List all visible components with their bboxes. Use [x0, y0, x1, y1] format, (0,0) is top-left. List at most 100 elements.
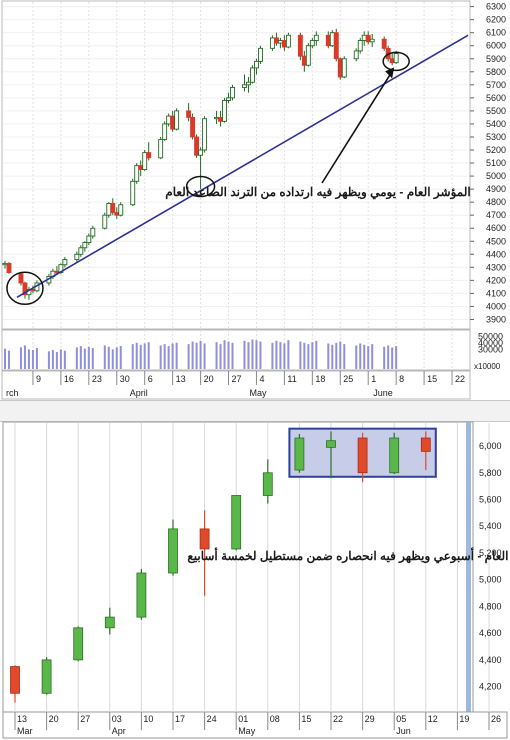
weekly-x-tick-label: 24 — [207, 714, 217, 724]
weekly-y-tick-label: 5,200 — [479, 548, 502, 558]
daily-volume-bar — [335, 342, 338, 369]
daily-volume-bar — [187, 344, 190, 369]
weekly-candle-body — [104, 616, 115, 629]
daily-candle-body — [285, 34, 291, 48]
weekly-x-tick-label: 27 — [80, 714, 90, 724]
daily-volume-bar — [115, 347, 118, 369]
weekly-y-tick-label: 4,200 — [479, 682, 502, 692]
daily-volume-bar — [367, 346, 370, 369]
daily-volume-bar — [35, 348, 38, 369]
daily-y-tick-label: 4800 — [486, 197, 506, 207]
daily-volume-bar — [103, 345, 106, 369]
daily-candle-body — [222, 100, 227, 122]
weekly-x-tick-label: 10 — [143, 714, 153, 724]
daily-volume-unit: x10000 — [474, 362, 501, 371]
daily-volume-bar — [299, 341, 302, 369]
daily-candle-body — [353, 50, 359, 60]
daily-volume-bar — [139, 344, 142, 369]
daily-plot-frame — [1, 0, 471, 330]
weekly-right-scrollbar[interactable] — [466, 422, 471, 712]
daily-candle-body — [74, 253, 80, 260]
daily-month-label: rch — [6, 388, 19, 398]
daily-volume-bar — [247, 342, 250, 369]
daily-x-tick-label: 20 — [204, 374, 214, 384]
daily-volume-bar — [275, 340, 278, 369]
daily-volume-bar — [195, 342, 198, 369]
daily-volume-bar — [199, 340, 202, 369]
weekly-x-tick-label: 08 — [270, 714, 280, 724]
daily-annotation-arrowhead — [385, 67, 395, 79]
daily-candle-body — [309, 40, 315, 47]
daily-candle-body — [110, 203, 116, 214]
daily-volume-bar — [87, 346, 90, 369]
daily-y-tick-label: 6200 — [486, 15, 506, 25]
weekly-x-tick-label: 20 — [49, 714, 59, 724]
daily-candle-body — [130, 180, 136, 206]
daily-annotations — [6, 34, 469, 305]
daily-candle-body — [301, 55, 307, 66]
daily-highlight-circle — [6, 271, 44, 305]
weekly-x-tick-label: 19 — [459, 714, 469, 724]
daily-volume-bar — [227, 341, 230, 369]
daily-candle-body — [242, 84, 247, 88]
daily-volume-bar — [243, 340, 246, 369]
weekly-y-tick-label: 5,600 — [479, 495, 502, 505]
weekly-candle-body — [231, 495, 242, 550]
daily-x-tick-label: 11 — [287, 374, 296, 384]
daily-volume-bar — [371, 344, 374, 369]
daily-candle-body — [218, 116, 223, 122]
daily-x-tick-label: 30 — [120, 374, 130, 384]
daily-volume-bar — [279, 342, 282, 369]
weekly-candle-body — [357, 437, 368, 474]
weekly-month-label: Jun — [396, 726, 411, 736]
daily-candle-body — [257, 47, 263, 62]
daily-candle-body — [102, 214, 108, 229]
daily-candle-body — [214, 116, 219, 120]
daily-month-label: June — [373, 388, 393, 398]
daily-candle-body — [62, 259, 68, 266]
daily-volume-bar — [255, 340, 258, 369]
daily-volume-bar — [343, 344, 346, 369]
daily-volume-bar — [395, 346, 398, 369]
weekly-candle-body — [41, 659, 52, 694]
weekly-chart: 4,200 4,400 4,600 4,800 5,000 5,200 5,400 5,600… — [2, 421, 510, 739]
daily-y-tick-label: 4400 — [486, 249, 506, 259]
daily-candle-body — [325, 34, 331, 47]
weekly-x-tick-label: 01 — [238, 714, 248, 724]
daily-volume-bar — [59, 349, 62, 369]
daily-month-label: April — [130, 388, 148, 398]
daily-volume-bar — [307, 344, 310, 369]
daily-volume-bar — [303, 342, 306, 369]
daily-x-tick-label: 6 — [148, 374, 153, 384]
daily-candle-body — [54, 270, 60, 274]
daily-volume-bar — [215, 342, 218, 369]
daily-volume-bar — [219, 344, 222, 369]
daily-candle-body — [277, 40, 283, 44]
daily-candle-body — [230, 86, 235, 99]
weekly-x-tick-label: 03 — [112, 714, 122, 724]
weekly-candle-body — [420, 437, 431, 452]
daily-volume-bar — [391, 347, 394, 369]
weekly-x-tick-label: 22 — [333, 714, 343, 724]
daily-candle-body — [118, 204, 124, 216]
daily-x-tick-label: 27 — [232, 374, 242, 384]
weekly-x-tick-label: 12 — [428, 714, 438, 724]
daily-candle-body — [6, 262, 12, 274]
daily-volume-bar — [223, 340, 226, 369]
daily-candle-body — [365, 34, 371, 43]
daily-candle-body — [86, 235, 92, 244]
daily-volume-bar — [107, 346, 110, 369]
weekly-y-ticks: 4,200 4,400 4,600 4,800 5,000 5,200 5,400 5,600… — [479, 441, 502, 692]
weekly-candle-body — [136, 572, 147, 618]
weekly-x-tick-label: 13 — [17, 714, 27, 724]
daily-candle-body — [190, 116, 196, 138]
daily-volume-bar — [19, 347, 22, 369]
daily-candle-body — [341, 58, 347, 78]
daily-y-tick-label: 4900 — [486, 184, 506, 194]
weekly-y-tick-label: 6,000 — [479, 441, 502, 451]
daily-volume-bar — [251, 339, 254, 369]
daily-highlight-circle — [382, 51, 410, 72]
daily-volume-bar — [231, 342, 234, 369]
weekly-y-tick-label: 4,600 — [479, 628, 502, 638]
